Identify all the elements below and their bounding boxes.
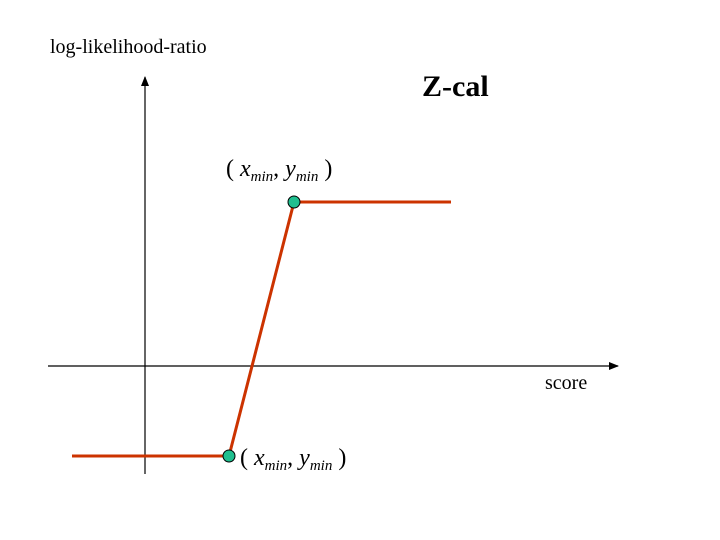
upper-point-label: ( xmin, ymin ) (226, 156, 333, 185)
upper-breakpoint (287, 195, 301, 209)
lower-point-label: ( xmin, ymin ) (240, 445, 347, 474)
x-axis-label: score (545, 372, 588, 394)
y-axis-label: log-likelihood-ratio (50, 36, 207, 58)
diagram-title: Z-cal (422, 70, 489, 103)
lower-breakpoint (222, 449, 236, 463)
calibration-curve (72, 200, 451, 458)
